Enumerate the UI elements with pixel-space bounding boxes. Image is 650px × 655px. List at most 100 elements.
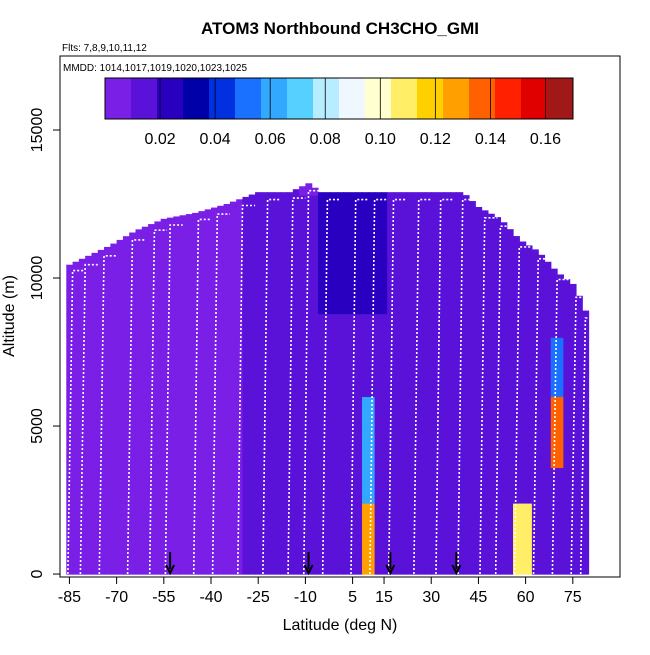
heatmap-cell bbox=[223, 254, 231, 267]
heatmap-cell bbox=[575, 372, 583, 386]
heatmap-cell bbox=[431, 502, 439, 516]
heatmap-cell bbox=[450, 218, 457, 232]
heatmap-cell bbox=[160, 372, 168, 386]
heatmap-cell bbox=[299, 337, 306, 350]
heatmap-cell bbox=[91, 550, 99, 563]
heatmap-cell bbox=[487, 278, 495, 291]
heatmap-cell bbox=[443, 526, 451, 540]
heatmap-cell bbox=[399, 538, 407, 551]
heatmap-cell bbox=[248, 396, 256, 409]
heatmap-cell bbox=[223, 526, 231, 540]
heatmap-cell bbox=[418, 491, 426, 504]
heatmap-cell bbox=[305, 183, 313, 196]
heatmap-cell bbox=[66, 408, 74, 421]
heatmap-cell bbox=[166, 443, 174, 457]
heatmap-cell bbox=[305, 408, 313, 421]
heatmap-cell bbox=[229, 396, 237, 409]
heatmap-cell bbox=[563, 372, 571, 386]
heatmap-cell bbox=[531, 550, 539, 563]
heatmap-cell bbox=[280, 301, 288, 315]
heatmap-cell bbox=[166, 431, 174, 445]
heatmap-cell bbox=[500, 502, 508, 516]
heatmap-cell bbox=[154, 349, 162, 362]
heatmap-cell bbox=[141, 479, 149, 492]
heatmap-cell bbox=[513, 360, 520, 374]
heatmap-cell bbox=[450, 278, 457, 291]
heatmap-cell bbox=[292, 491, 300, 504]
heatmap-cell bbox=[154, 526, 162, 540]
heatmap-cell bbox=[85, 266, 93, 279]
heatmap-cell bbox=[437, 562, 445, 575]
heatmap-cell bbox=[330, 218, 338, 232]
heatmap-cell bbox=[443, 301, 451, 315]
heatmap-cell bbox=[330, 514, 338, 528]
heatmap-cell bbox=[242, 455, 250, 469]
heatmap-cell bbox=[487, 455, 495, 469]
heatmap-cell bbox=[299, 360, 306, 374]
heatmap-cell bbox=[336, 479, 344, 492]
heatmap-cell bbox=[538, 349, 546, 362]
heatmap-cell bbox=[443, 230, 451, 244]
heatmap-cell bbox=[211, 408, 218, 421]
heatmap-cell bbox=[305, 502, 313, 516]
heatmap-cell bbox=[355, 349, 363, 362]
heatmap-cell bbox=[85, 562, 93, 575]
heatmap-cell bbox=[223, 204, 231, 208]
heatmap-cell bbox=[393, 396, 401, 409]
heatmap-cell bbox=[374, 408, 382, 421]
heatmap-cell bbox=[399, 278, 407, 291]
heatmap-cell bbox=[393, 313, 401, 326]
heatmap-cell bbox=[211, 349, 218, 362]
heatmap-cell bbox=[462, 301, 470, 315]
heatmap-cell bbox=[525, 254, 533, 267]
heatmap-cell bbox=[462, 372, 470, 386]
heatmap-cell bbox=[261, 360, 269, 374]
heatmap-cell bbox=[78, 266, 86, 279]
heatmap-cell bbox=[236, 313, 244, 326]
heatmap-cell bbox=[85, 479, 93, 492]
heatmap-cell bbox=[292, 420, 300, 433]
heatmap-cell bbox=[104, 337, 111, 350]
heatmap-cell bbox=[355, 479, 363, 492]
heatmap-cell bbox=[324, 455, 332, 469]
heatmap-cell bbox=[443, 218, 451, 232]
heatmap-cell bbox=[563, 325, 571, 338]
heatmap-cell bbox=[406, 325, 413, 338]
heatmap-cell bbox=[456, 372, 464, 386]
heatmap-cell bbox=[368, 396, 376, 409]
heatmap-cell bbox=[198, 337, 206, 350]
heatmap-cell bbox=[242, 467, 250, 480]
heatmap-cell bbox=[412, 337, 420, 350]
heatmap-cell bbox=[305, 337, 313, 350]
heatmap-cell bbox=[317, 230, 325, 244]
heatmap-cell bbox=[563, 289, 571, 303]
heatmap-cell bbox=[437, 242, 445, 255]
heatmap-cell bbox=[393, 502, 401, 516]
heatmap-cell bbox=[431, 192, 439, 196]
heatmap-cell bbox=[198, 325, 206, 338]
heatmap-cell bbox=[468, 313, 476, 326]
heatmap-cell bbox=[135, 337, 143, 350]
heatmap-cell bbox=[494, 218, 502, 232]
heatmap-cell bbox=[236, 199, 244, 208]
heatmap-cell bbox=[393, 289, 401, 303]
heatmap-cell bbox=[305, 384, 313, 398]
heatmap-cell bbox=[185, 313, 193, 326]
heatmap-cell bbox=[418, 420, 426, 433]
heatmap-cell bbox=[204, 360, 212, 374]
heatmap-cell bbox=[229, 479, 237, 492]
heatmap-cell bbox=[362, 408, 369, 421]
heatmap-cell bbox=[481, 384, 489, 398]
heatmap-cell bbox=[192, 313, 200, 326]
heatmap-cell bbox=[525, 526, 533, 540]
heatmap-cell bbox=[494, 217, 502, 220]
heatmap-cell bbox=[116, 254, 124, 267]
heatmap-cell bbox=[424, 408, 432, 421]
heatmap-cell bbox=[380, 218, 388, 232]
heatmap-cell bbox=[336, 372, 344, 386]
heatmap-cell bbox=[475, 230, 483, 244]
heatmap-cell bbox=[305, 526, 313, 540]
heatmap-cell bbox=[462, 550, 470, 563]
heatmap-cell bbox=[116, 420, 124, 433]
heatmap-cell bbox=[122, 242, 130, 255]
